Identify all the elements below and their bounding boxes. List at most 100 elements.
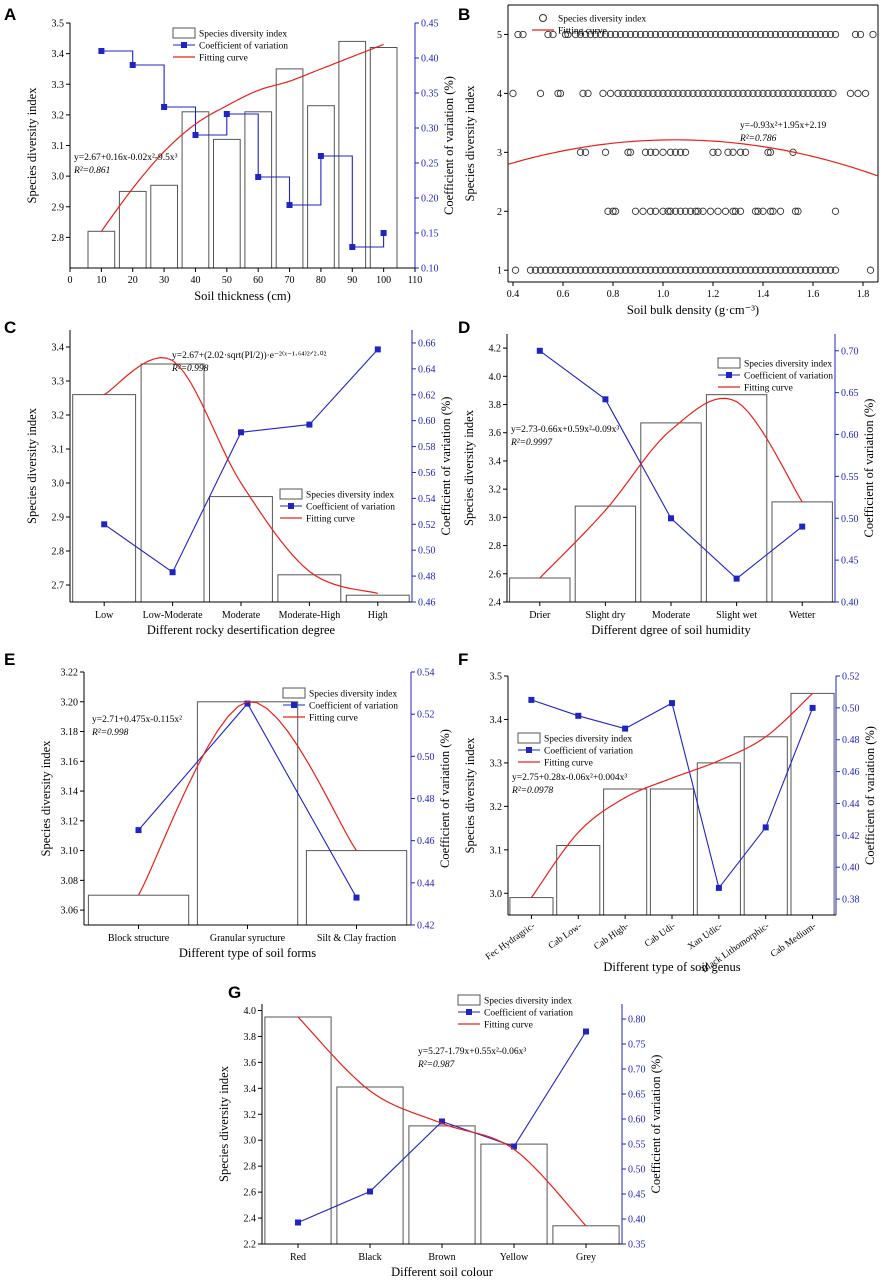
fit-r-squared: R²=0.998 — [91, 728, 129, 738]
cv-point — [169, 569, 176, 576]
scatter-point — [736, 30, 745, 39]
bar — [305, 850, 408, 926]
scatter-point — [666, 30, 675, 39]
legend-label: Coefficient of variation — [309, 701, 398, 712]
bar — [480, 1143, 548, 1245]
bar — [196, 701, 299, 926]
scatter-point — [671, 30, 680, 39]
scatter-point — [696, 266, 705, 274]
scatter-point — [556, 266, 565, 274]
x-tick-label: 50 — [222, 275, 232, 286]
x-tick-label: High — [368, 610, 388, 621]
x-tick-label: 1.8 — [857, 289, 870, 300]
panel-label: F — [458, 650, 468, 669]
y2-axis-label: Coefficient of variation (%) — [863, 726, 877, 865]
y2-tick-label: 0.40 — [842, 863, 860, 874]
x-tick-label: 20 — [128, 275, 138, 286]
scatter-point — [674, 89, 682, 98]
panel-label: B — [458, 5, 470, 24]
scatter-point — [624, 89, 632, 98]
scatter-point — [724, 89, 732, 98]
y2-tick-label: 0.42 — [417, 921, 435, 932]
scatter-point — [626, 148, 635, 156]
scatter-point — [794, 89, 802, 98]
y-tick-label: 3.20 — [61, 697, 79, 708]
x-axis-label: Soil bulk density (g·cm⁻³) — [627, 303, 759, 317]
chart-panel-a: A 2.8 2.9 3.0 3.1 3.2 3.3 3.4 3.5 0.10 0.15 0.20 0.2… — [4, 5, 456, 303]
scatter-point — [691, 266, 700, 274]
chart-panel-f: F 3.0 3.1 3.2 3.3 3.4 3.5 0.38 0.40 0.42 0.44 0.46 0… — [458, 650, 877, 975]
y-tick-label: 2.9 — [52, 202, 65, 213]
cv-point — [511, 1143, 517, 1150]
scatter-point — [666, 148, 675, 156]
scatter-point — [769, 89, 777, 98]
bar — [277, 574, 342, 603]
legend-marker-bar — [282, 687, 306, 699]
scatter-point — [546, 266, 555, 274]
x-tick-label: Granular syructure — [210, 933, 286, 944]
scatter-point — [659, 207, 667, 215]
y2-tick-label: 0.44 — [842, 799, 860, 810]
y-tick-label: 3.2 — [244, 1110, 257, 1121]
scatter-point — [726, 266, 735, 274]
scatter-point — [659, 148, 667, 156]
cv-point — [799, 523, 806, 530]
scatter-point — [621, 266, 630, 274]
scatter-point — [641, 30, 650, 39]
scatter-point — [831, 266, 840, 274]
scatter-point — [711, 30, 720, 39]
scatter-point — [566, 266, 575, 274]
x-tick-label: Red — [290, 1252, 306, 1263]
x-tick-label: Moderate — [222, 610, 261, 621]
scatter-point — [509, 89, 517, 98]
scatter-point — [614, 89, 622, 98]
scatter-point — [719, 89, 727, 98]
scatter-point — [654, 89, 662, 98]
scatter-point — [866, 266, 875, 274]
scatter-point — [644, 89, 652, 98]
legend-label: Coefficient of variation — [744, 371, 833, 382]
y-axis-label: Species diversity index — [463, 85, 477, 202]
y-tick-label: 2.8 — [52, 233, 65, 244]
scatter-point — [754, 89, 762, 98]
legend-marker-bar — [279, 488, 303, 500]
y-tick-label: 3.2 — [52, 110, 65, 121]
scatter-point — [609, 207, 617, 215]
x-axis-label: Different rocky desertification degree — [147, 623, 336, 637]
scatter-point — [661, 266, 670, 274]
y-tick-label: 3.6 — [489, 428, 502, 439]
y2-tick-label: 0.70 — [628, 1065, 646, 1076]
scatter-point — [541, 266, 550, 274]
y-tick-label: 3.8 — [244, 1032, 257, 1043]
scatter-point — [739, 89, 747, 98]
bar — [72, 394, 137, 603]
scatter-point — [626, 30, 635, 39]
y2-tick-label: 0.50 — [417, 752, 435, 763]
x-axis-label: Different dgree of soil humidity — [591, 623, 751, 637]
bar — [509, 577, 571, 603]
y2-tick-label: 0.55 — [841, 472, 859, 483]
cv-point — [244, 700, 251, 707]
scatter-point — [699, 207, 707, 215]
scatter-point — [646, 266, 655, 274]
x-tick-label: 110 — [408, 275, 423, 286]
bar — [150, 184, 179, 269]
legend-label: Species diversity index — [306, 491, 394, 501]
scatter-point — [726, 30, 735, 39]
scatter-point — [636, 266, 645, 274]
scatter-point — [714, 148, 722, 156]
scatter-point — [586, 30, 595, 39]
panel-label: C — [4, 318, 16, 337]
panel-label: A — [4, 5, 16, 24]
y-tick-label: 3.0 — [244, 1136, 257, 1147]
x-tick-label: 40 — [190, 275, 200, 286]
y-axis-label: Species diversity index — [39, 740, 53, 857]
x-tick-label: 0.8 — [607, 289, 620, 300]
cv-line — [101, 50, 385, 248]
x-tick-label: 90 — [347, 275, 357, 286]
y2-tick-label: 0.58 — [418, 442, 436, 453]
scatter-point — [584, 89, 592, 98]
y-tick-label: 3.4 — [244, 1084, 257, 1095]
legend-label: Species diversity index — [558, 15, 646, 25]
scatter-point — [819, 89, 827, 98]
